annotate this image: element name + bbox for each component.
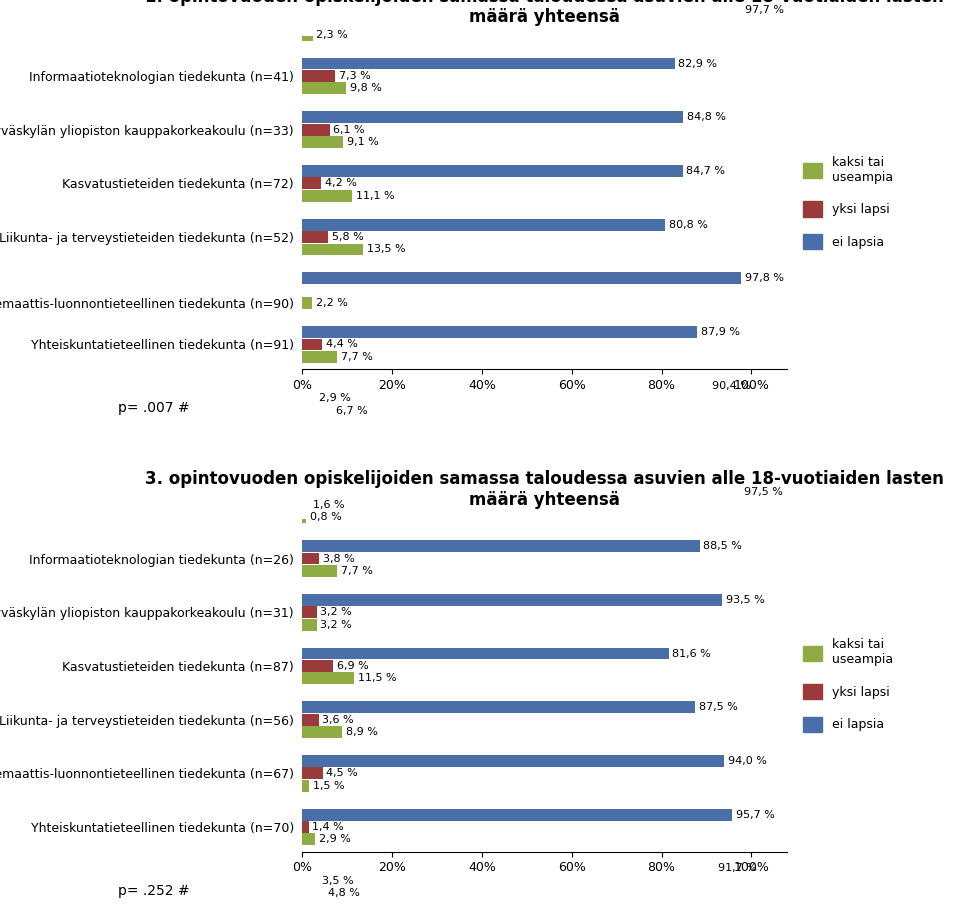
Text: 1,5 %: 1,5 % [313,781,345,791]
Bar [302,124,330,136]
Bar [302,619,317,631]
Bar [302,499,309,511]
Bar [302,405,332,417]
Text: 4,5 %: 4,5 % [326,768,358,778]
Text: p= .252 #: p= .252 # [118,884,190,898]
Bar [302,594,722,606]
Text: 9,8 %: 9,8 % [350,83,382,93]
Bar [302,755,725,766]
Text: 2,9 %: 2,9 % [319,393,351,403]
Bar [302,339,323,351]
Text: 90,4 %: 90,4 % [711,381,751,390]
Title: 3. opintovuoden opiskelijoiden samassa taloudessa asuvien alle 18-vuotiaiden las: 3. opintovuoden opiskelijoiden samassa t… [145,470,945,509]
Bar [302,351,337,362]
Bar [302,326,697,338]
Text: 1,4 %: 1,4 % [312,822,344,832]
Text: 7,7 %: 7,7 % [341,352,372,361]
Text: 9,1 %: 9,1 % [347,137,378,147]
Bar [302,244,363,255]
Text: 8,9 %: 8,9 % [346,727,378,737]
Text: 0,8 %: 0,8 % [309,512,342,522]
Text: 3,2 %: 3,2 % [321,607,352,617]
Text: 2,2 %: 2,2 % [316,298,348,308]
Text: 7,7 %: 7,7 % [341,566,372,576]
Bar [302,540,700,552]
Text: 97,5 %: 97,5 % [744,487,782,497]
Bar [302,714,319,726]
Text: 84,8 %: 84,8 % [686,112,726,122]
Bar [302,863,714,874]
Text: 87,9 %: 87,9 % [701,327,739,337]
Bar [302,511,306,523]
Bar [302,231,328,243]
Text: 11,5 %: 11,5 % [358,673,396,683]
Text: 3,6 %: 3,6 % [323,715,354,725]
Bar [302,780,309,792]
Text: 94,0 %: 94,0 % [728,756,767,766]
Bar [302,218,665,230]
Bar [302,392,316,404]
Text: 6,9 %: 6,9 % [337,661,369,671]
Bar [302,565,337,577]
Bar [302,834,316,845]
Text: 97,7 %: 97,7 % [745,5,783,14]
Text: 82,9 %: 82,9 % [678,59,717,69]
Text: 11,1 %: 11,1 % [356,191,395,201]
Text: 5,8 %: 5,8 % [332,232,364,242]
Text: 6,1 %: 6,1 % [333,125,365,135]
Text: 88,5 %: 88,5 % [704,541,742,551]
Bar [302,165,683,177]
Bar [302,821,309,833]
Bar [302,178,322,189]
Text: 91,7 %: 91,7 % [718,863,756,873]
Text: 3,8 %: 3,8 % [324,554,355,564]
Text: 4,2 %: 4,2 % [324,178,357,188]
Title: 1. opintovuoden opiskelijoiden samassa taloudessa asuvien alle 18-vuotiaiden las: 1. opintovuoden opiskelijoiden samassa t… [145,0,945,26]
Bar [302,701,695,713]
Bar [302,672,354,684]
Text: 95,7 %: 95,7 % [735,810,775,820]
Text: 81,6 %: 81,6 % [672,649,711,659]
Bar [302,380,708,391]
Text: 4,4 %: 4,4 % [325,340,358,350]
Bar [302,487,740,498]
Text: 87,5 %: 87,5 % [699,702,737,712]
Text: 3,5 %: 3,5 % [322,876,353,886]
Text: 1,6 %: 1,6 % [313,500,345,510]
Legend: kaksi tai
useampia, yksi lapsi, ei lapsia: kaksi tai useampia, yksi lapsi, ei lapsi… [804,639,893,732]
Text: 80,8 %: 80,8 % [669,219,708,229]
Text: p= .007 #: p= .007 # [118,401,190,415]
Text: 2,9 %: 2,9 % [319,834,351,844]
Bar [302,887,324,899]
Bar [302,70,335,82]
Bar [302,82,347,94]
Bar [302,553,320,564]
Bar [302,606,317,618]
Text: 84,7 %: 84,7 % [686,166,725,176]
Text: 97,8 %: 97,8 % [745,274,784,284]
Bar [302,660,333,672]
Bar [302,29,313,41]
Bar [302,726,343,737]
Bar [302,190,352,202]
Text: 6,7 %: 6,7 % [336,406,368,416]
Bar [302,136,344,148]
Bar [302,58,675,70]
Text: 4,8 %: 4,8 % [327,888,359,898]
Text: 93,5 %: 93,5 % [726,595,764,605]
Bar [302,809,732,821]
Legend: kaksi tai
useampia, yksi lapsi, ei lapsia: kaksi tai useampia, yksi lapsi, ei lapsi… [804,156,893,249]
Bar [302,297,312,309]
Bar [302,273,741,284]
Bar [302,875,318,887]
Text: 2,3 %: 2,3 % [316,30,348,40]
Text: 13,5 %: 13,5 % [367,245,405,255]
Text: 3,2 %: 3,2 % [321,620,352,630]
Bar [302,767,323,779]
Text: 7,3 %: 7,3 % [339,71,371,81]
Bar [302,111,684,123]
Bar [302,4,741,15]
Bar [302,648,669,660]
